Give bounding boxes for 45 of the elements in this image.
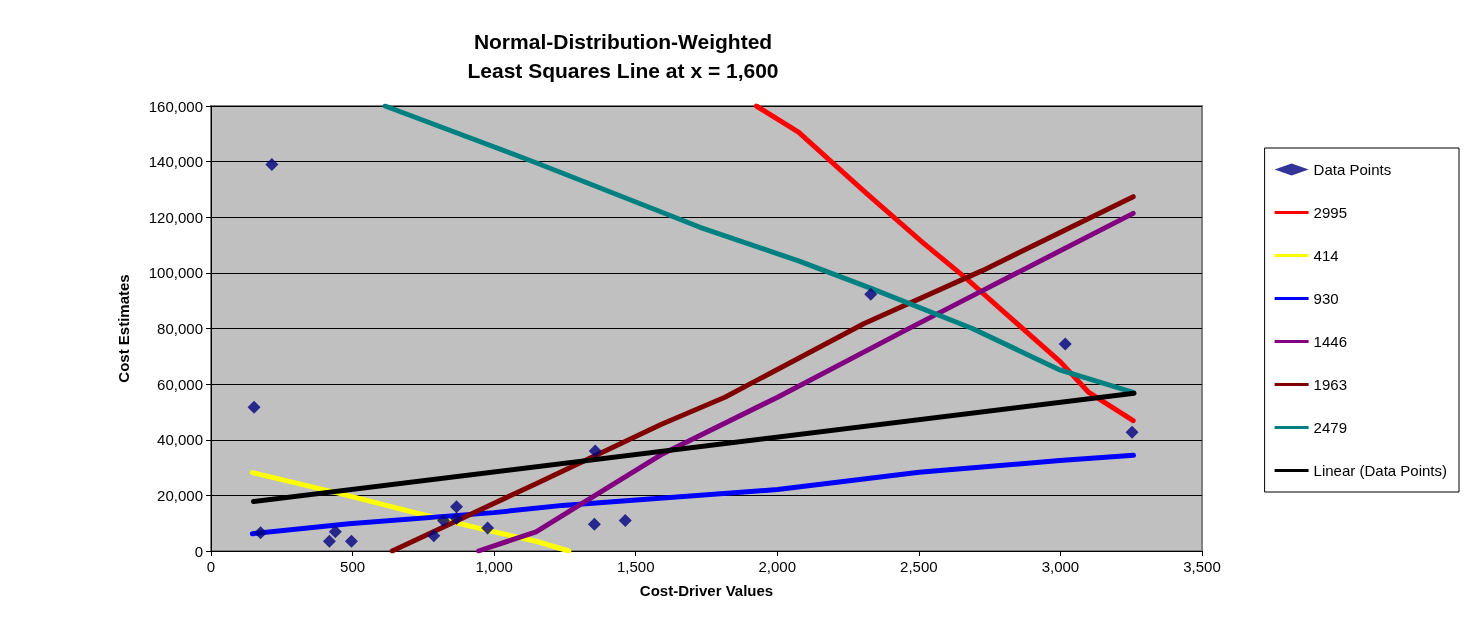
x-tick-label: 3,000 — [1041, 558, 1080, 575]
point — [254, 526, 268, 540]
point — [427, 529, 441, 543]
y-axis-title: Cost Estimates — [115, 274, 132, 383]
point — [328, 525, 342, 539]
y-tick-label: 0 — [194, 542, 203, 560]
point — [587, 517, 601, 531]
x-tick-label: 3,500 — [1183, 558, 1221, 575]
y-tick-label: 60,000 — [157, 375, 203, 393]
legend-label: 1963 — [1313, 376, 1347, 393]
legend-label: Data Points — [1313, 161, 1392, 178]
point — [247, 400, 261, 414]
point — [436, 513, 450, 527]
x-tick-label: 2,000 — [758, 558, 797, 575]
chart-title: Normal-Distribution-Weighted Least Squares Line at x = 1,600 — [467, 30, 779, 82]
y-tick-label: 140,000 — [148, 153, 203, 171]
point — [265, 157, 279, 171]
legend-label: 414 — [1313, 247, 1339, 264]
x-axis-title: Cost-Driver Values — [639, 582, 774, 599]
point — [618, 513, 632, 527]
point — [588, 444, 602, 458]
legend-label: Linear (Data Points) — [1313, 462, 1448, 479]
x-tick-label: 2,500 — [900, 558, 938, 575]
point — [864, 287, 878, 301]
x-tick-label: 500 — [340, 558, 366, 575]
legend-label: 930 — [1313, 290, 1339, 307]
x-tick-label: 0 — [206, 558, 216, 575]
y-tick-label: 80,000 — [157, 320, 203, 337]
legend-label: 1446 — [1313, 333, 1347, 350]
point — [481, 521, 495, 535]
y-tick-label: 100,000 — [148, 264, 203, 282]
legend-label: 2995 — [1313, 204, 1347, 221]
point — [322, 534, 336, 548]
x-tick-label: 1,000 — [475, 558, 513, 575]
point — [344, 534, 358, 548]
x-tick-label: 1,500 — [616, 558, 655, 575]
legend-label: 2479 — [1313, 419, 1347, 436]
point — [449, 500, 463, 514]
point — [1058, 337, 1072, 351]
y-tick-label: 40,000 — [157, 431, 203, 449]
y-tick-label: 20,000 — [157, 486, 203, 504]
y-tick-label: 120,000 — [148, 208, 203, 226]
point — [1125, 425, 1139, 439]
y-tick-label: 160,000 — [148, 97, 203, 115]
point — [449, 511, 463, 525]
